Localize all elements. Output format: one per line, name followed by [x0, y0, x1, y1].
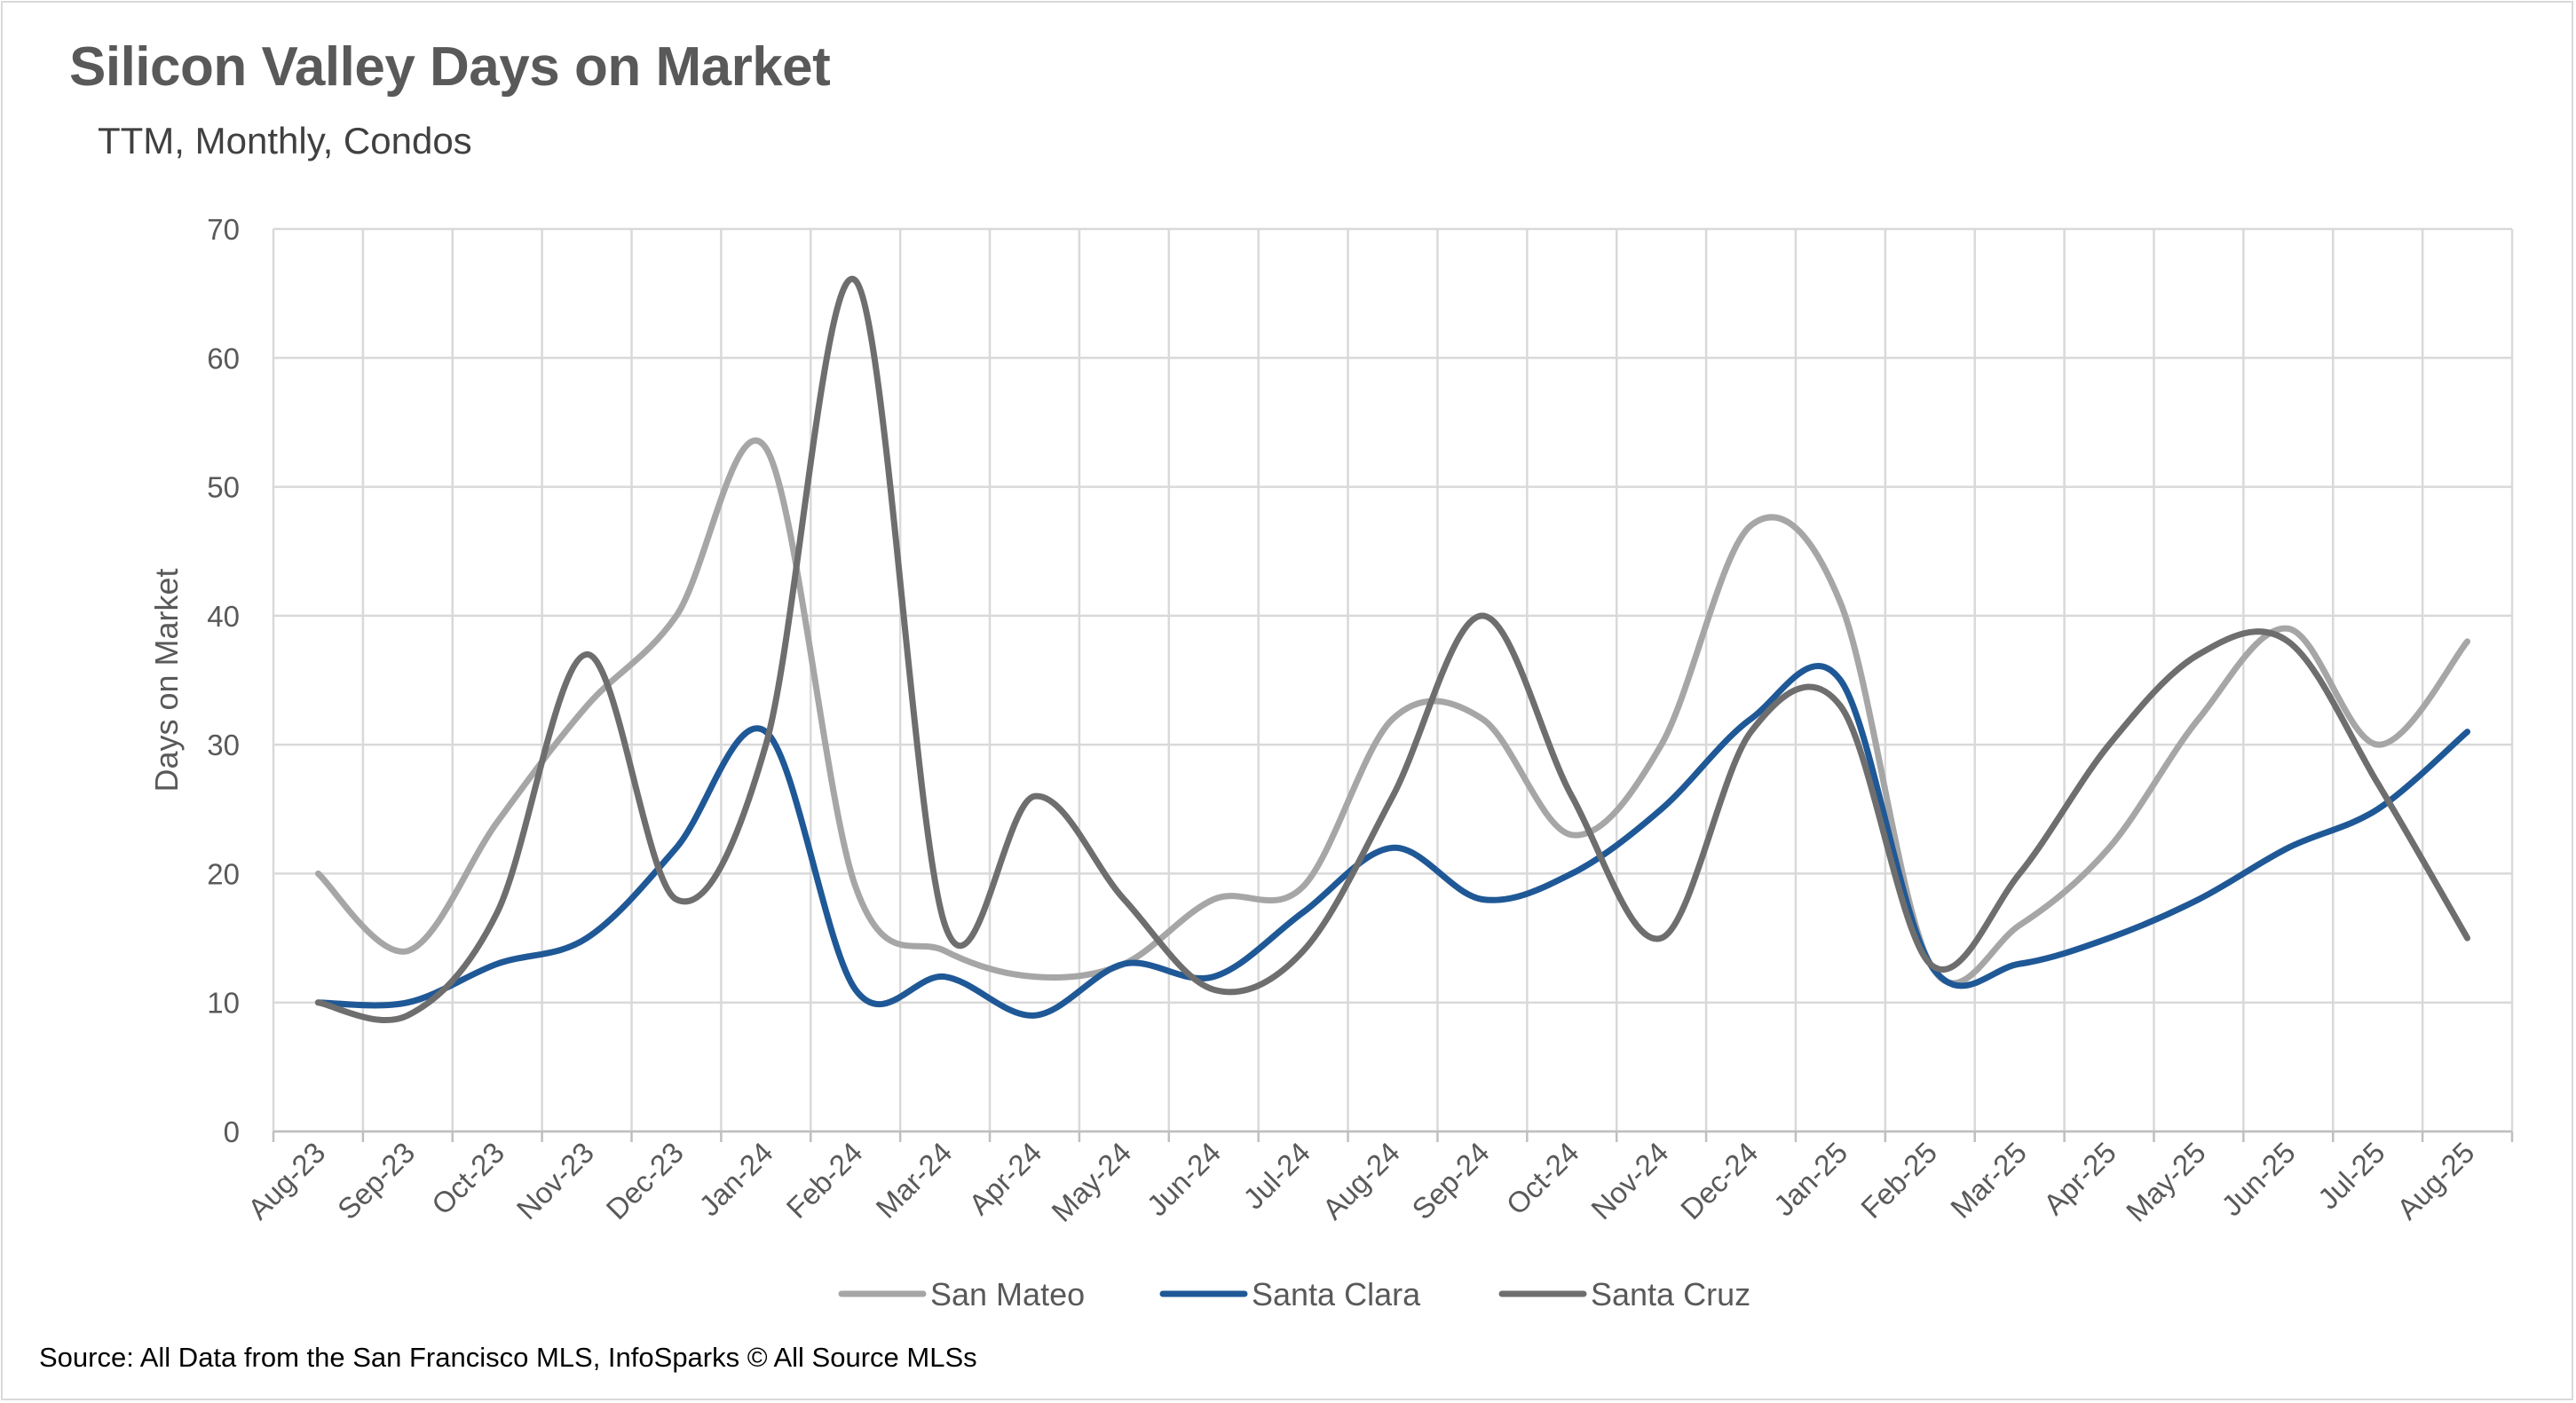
- x-tick-label: Nov-24: [1584, 1136, 1674, 1226]
- x-tick-label: Dec-24: [1674, 1136, 1764, 1226]
- x-tick-label: Oct-23: [425, 1136, 510, 1221]
- chart-title: Silicon Valley Days on Market: [69, 36, 831, 98]
- x-tick-label: Sep-23: [331, 1136, 421, 1226]
- x-tick-label: Jul-24: [1237, 1136, 1316, 1216]
- x-tick-label: Jul-25: [2311, 1136, 2391, 1216]
- chart-subtitle: TTM, Monthly, Condos: [98, 120, 472, 162]
- y-tick-label: 30: [207, 729, 240, 761]
- y-tick-label: 60: [207, 342, 240, 374]
- legend-label-santa-clara: Santa Clara: [1252, 1276, 1421, 1312]
- series-line-san-mateo: [314, 437, 2471, 987]
- source-note: Source: All Data from the San Francisco …: [39, 1342, 977, 1373]
- y-tick-label: 40: [207, 600, 240, 633]
- x-tick-label: Mar-24: [869, 1136, 958, 1225]
- x-tick-label: Nov-23: [510, 1136, 600, 1226]
- x-tick-label: Feb-24: [780, 1136, 869, 1225]
- x-tick-label: Aug-23: [241, 1136, 331, 1226]
- x-tick-label: Aug-25: [2390, 1136, 2480, 1226]
- x-tick-label: Sep-24: [1405, 1136, 1495, 1226]
- x-tick-label: Jun-25: [2215, 1136, 2302, 1223]
- x-tick-label: Oct-24: [1500, 1136, 1585, 1221]
- x-tick-label: Dec-23: [600, 1136, 690, 1226]
- y-tick-label: 70: [207, 213, 240, 246]
- x-tick-label: May-25: [2120, 1136, 2212, 1228]
- series-line-santa-cruz: [314, 275, 2471, 1023]
- x-tick-label: Jan-24: [692, 1136, 779, 1223]
- y-tick-label: 50: [207, 471, 240, 504]
- x-tick-label: Jun-24: [1141, 1136, 1228, 1223]
- x-tick-label: May-24: [1045, 1136, 1137, 1228]
- y-axis-title: Days on Market: [148, 568, 185, 792]
- y-tick-label: 10: [207, 987, 240, 1020]
- x-tick-label: Feb-25: [1854, 1136, 1943, 1225]
- y-tick-label: 0: [224, 1115, 240, 1148]
- x-tick-label: Apr-24: [962, 1136, 1047, 1221]
- x-tick-label: Aug-24: [1316, 1136, 1406, 1226]
- x-tick-label: Apr-25: [2037, 1136, 2122, 1221]
- y-tick-label: 20: [207, 857, 240, 890]
- x-tick-label: Jan-25: [1767, 1136, 1854, 1223]
- legend-label-santa-cruz: Santa Cruz: [1591, 1276, 1750, 1312]
- legend-label-san-mateo: San Mateo: [930, 1276, 1085, 1312]
- series-line-santa-clara: [314, 663, 2471, 1019]
- x-tick-label: Mar-25: [1944, 1136, 2033, 1225]
